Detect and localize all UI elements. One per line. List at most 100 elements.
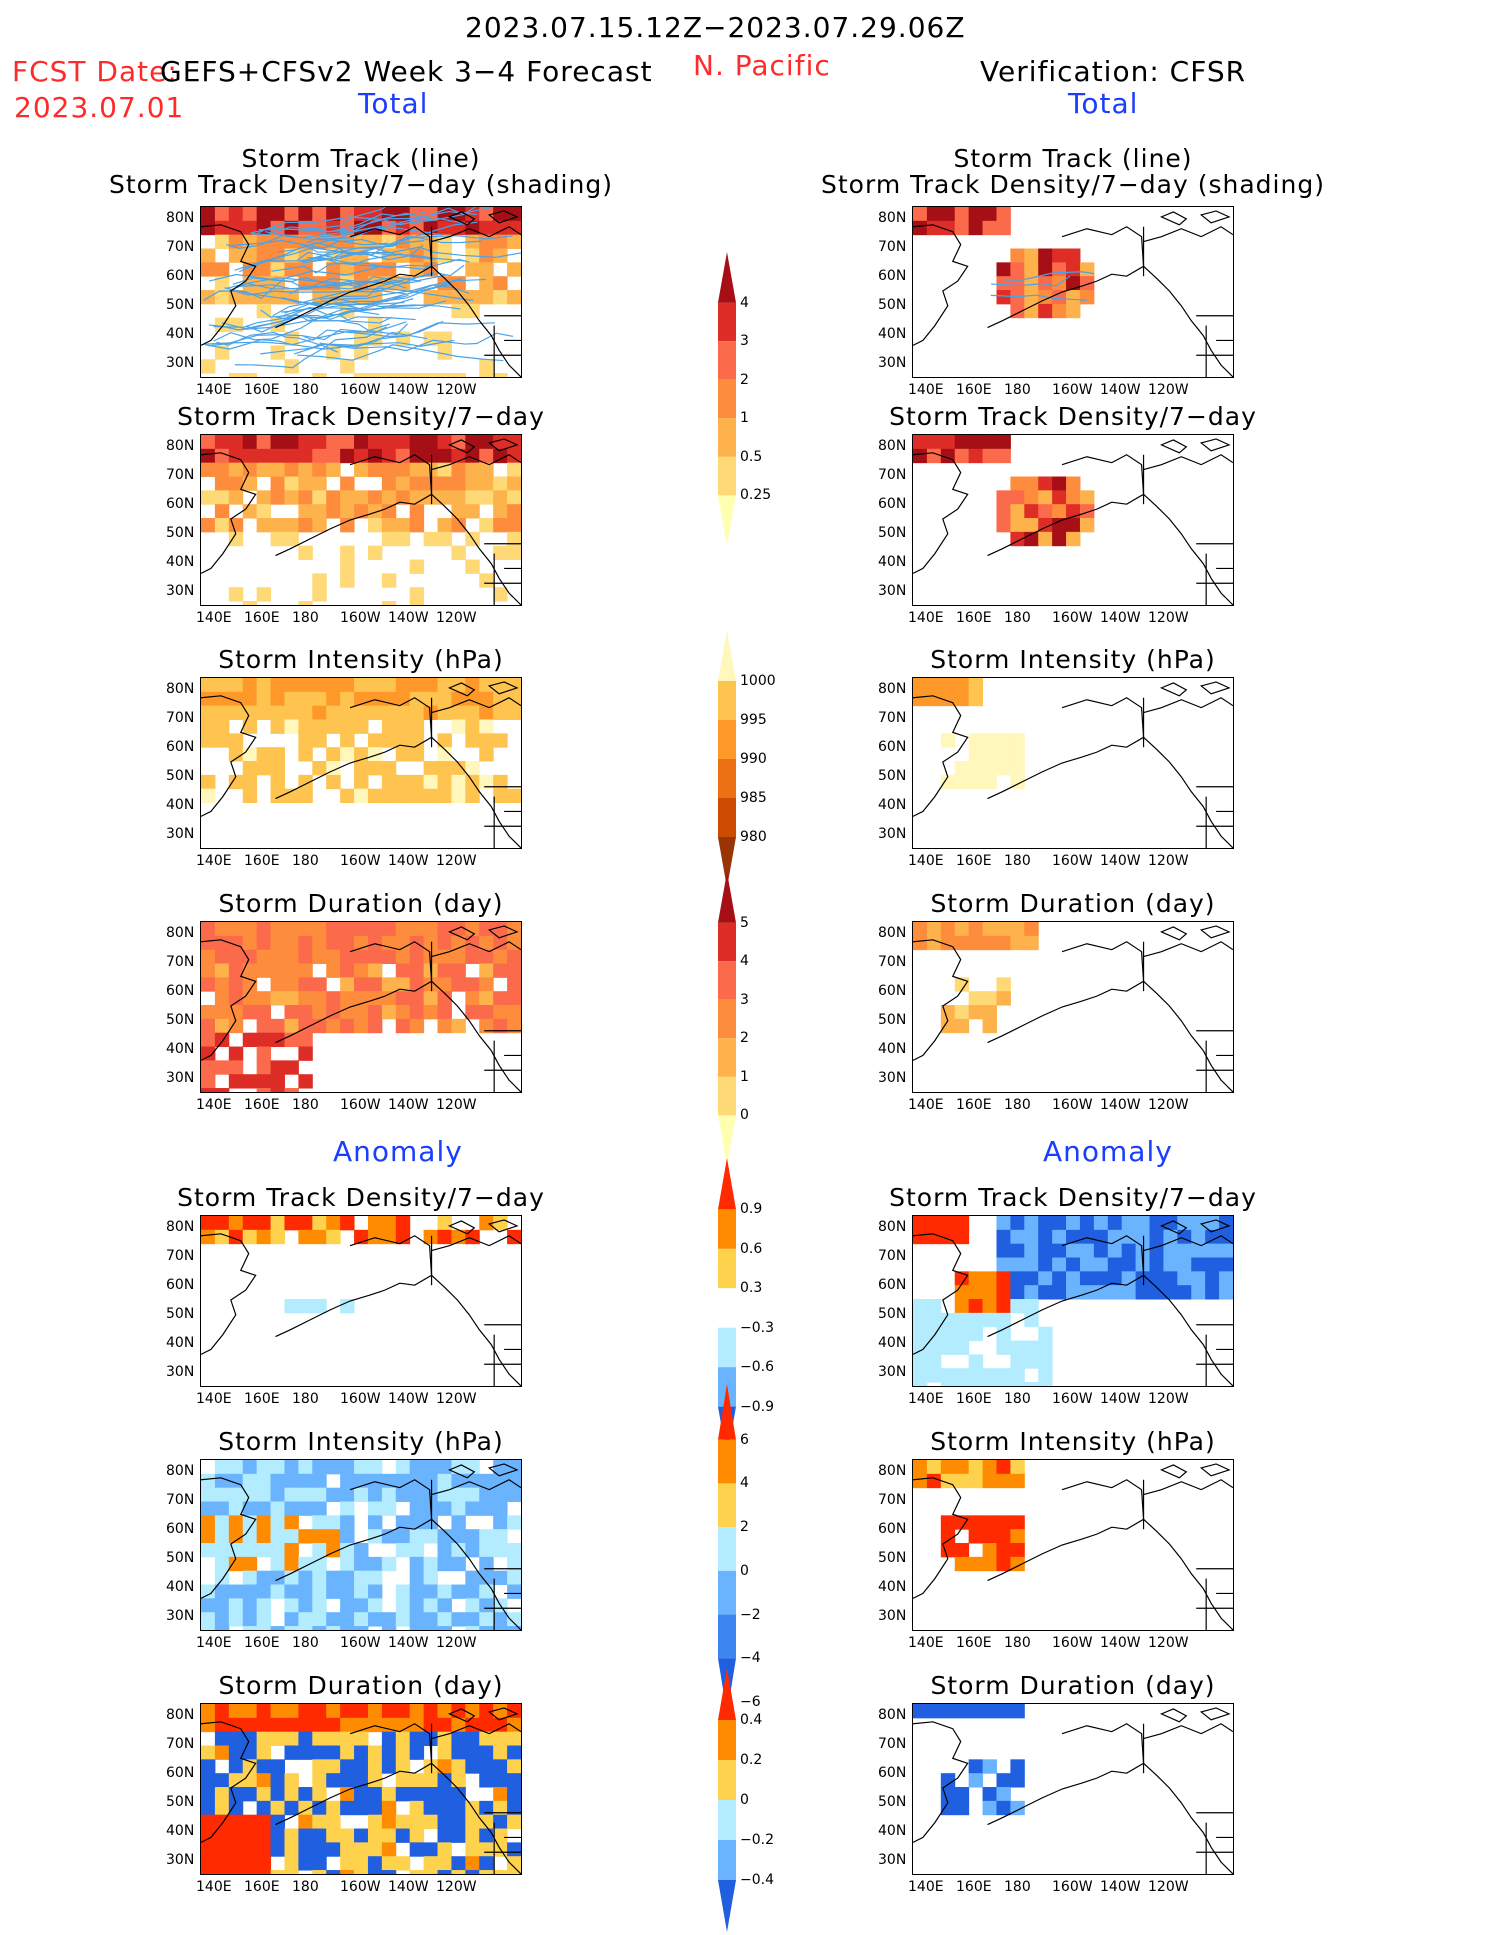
- shade-cell: [507, 1842, 521, 1857]
- shade-cell: [340, 476, 355, 491]
- shade-cell: [968, 747, 984, 762]
- shade-cell: [228, 518, 244, 533]
- shade-cell: [214, 1501, 230, 1516]
- shade-cell: [1052, 476, 1067, 491]
- shade-cell: [201, 1515, 216, 1530]
- shade-cell: [354, 1773, 369, 1788]
- shade-cell: [298, 691, 313, 707]
- shade-cell: [326, 719, 341, 734]
- shade-cell: [201, 1828, 216, 1843]
- shade-cell: [1024, 476, 1039, 491]
- lon-tick-label: 120W: [436, 610, 477, 626]
- colorbar-segment: [718, 418, 736, 457]
- shade-cell: [465, 1529, 480, 1544]
- shade-cell: [284, 1515, 299, 1530]
- shade-cell: [465, 559, 480, 574]
- shade-cell: [968, 1529, 984, 1544]
- shade-cell: [214, 1005, 230, 1020]
- shade-cell: [465, 1543, 480, 1558]
- shade-cell: [298, 949, 313, 965]
- shade-cell: [1038, 1368, 1053, 1383]
- shade-cell: [409, 1745, 425, 1760]
- shade-cell: [340, 991, 355, 1006]
- shade-cell: [298, 922, 313, 937]
- shade-cell: [242, 774, 258, 790]
- shade-cell: [298, 601, 313, 605]
- shade-cell: [1066, 518, 1081, 533]
- shade-cell: [479, 476, 494, 491]
- shade-cell: [996, 935, 1011, 951]
- shade-cell: [1052, 1243, 1067, 1259]
- shade-cell: [982, 1005, 997, 1020]
- shade-cell: [465, 1501, 480, 1516]
- shade-cell: [1010, 1285, 1025, 1300]
- shade-cell: [340, 1856, 355, 1871]
- shade-cell: [1038, 531, 1053, 547]
- shade-cell: [312, 1529, 327, 1544]
- shade-cell: [409, 1612, 425, 1627]
- shade-cell: [940, 1368, 956, 1383]
- shade-cell: [996, 1285, 1011, 1300]
- shade-cell: [968, 1759, 984, 1774]
- lon-tick-label: 140W: [388, 1391, 429, 1407]
- shade-cell: [968, 220, 984, 236]
- shade-cell: [298, 1529, 313, 1544]
- lon-tick-label: 140E: [196, 1635, 232, 1651]
- shade-cell: [1191, 1216, 1206, 1231]
- lat-tick-label: 70N: [878, 239, 907, 255]
- shade-cell: [1107, 1285, 1123, 1300]
- shade-cell: [326, 1584, 341, 1599]
- shade-cell: [1024, 1285, 1039, 1300]
- shade-cell: [242, 248, 258, 263]
- shade-cell: [507, 1570, 521, 1586]
- lon-tick-label: 140W: [388, 382, 429, 398]
- shade-cell: [409, 719, 425, 734]
- shade-cell: [1149, 1257, 1164, 1272]
- shade-cell: [367, 1529, 383, 1544]
- panel-title: Storm Track Density/7−day (shading): [109, 170, 613, 199]
- shade-cell: [284, 490, 299, 505]
- shade-cell: [409, 705, 425, 721]
- shade-cell: [1010, 490, 1025, 505]
- shade-cell: [507, 262, 521, 277]
- shade-cell: [354, 234, 369, 250]
- map-panel: [200, 434, 522, 606]
- shade-cell: [298, 788, 313, 804]
- shade-cell: [284, 678, 299, 693]
- model-label: GEFS+CFSv2 Week 3−4 Forecast: [160, 55, 653, 88]
- shade-cell: [968, 761, 984, 776]
- shade-cell: [395, 922, 411, 937]
- shade-cell: [493, 1612, 508, 1627]
- shade-cell: [395, 1814, 411, 1830]
- shade-cell: [201, 1543, 216, 1558]
- shade-cell: [367, 1556, 383, 1572]
- shade-cell: [451, 922, 466, 937]
- shade-cell: [968, 1354, 984, 1369]
- shade-cell: [270, 1773, 285, 1788]
- shade-cell: [242, 1473, 258, 1489]
- shade-cell: [1038, 1257, 1053, 1272]
- shade-cell: [1010, 733, 1025, 748]
- colorbar-segment: [718, 1720, 736, 1760]
- shade-cell: [256, 691, 272, 707]
- shade-cell: [214, 276, 230, 291]
- shade-cell: [451, 678, 466, 693]
- lon-tick-label: 180: [292, 610, 319, 626]
- lon-tick-label: 140E: [908, 382, 944, 398]
- shade-cell: [201, 1018, 216, 1034]
- shade-cell: [437, 476, 452, 491]
- colorbar-segment: [718, 1439, 736, 1484]
- shade-cell: [395, 518, 411, 533]
- shade-cell: [479, 1529, 494, 1544]
- colorbar-segment: [718, 1209, 736, 1249]
- shade-cell: [214, 435, 230, 450]
- shade-cell: [451, 303, 466, 319]
- shade-cell: [493, 276, 508, 291]
- shade-cell: [437, 1529, 452, 1544]
- shade-cell: [1052, 1271, 1067, 1286]
- shade-cell: [228, 1515, 244, 1530]
- colorbar-segment: [718, 1115, 736, 1166]
- lat-tick-label: 60N: [166, 739, 195, 755]
- shade-cell: [1121, 1243, 1137, 1259]
- shade-cell: [214, 1626, 230, 1630]
